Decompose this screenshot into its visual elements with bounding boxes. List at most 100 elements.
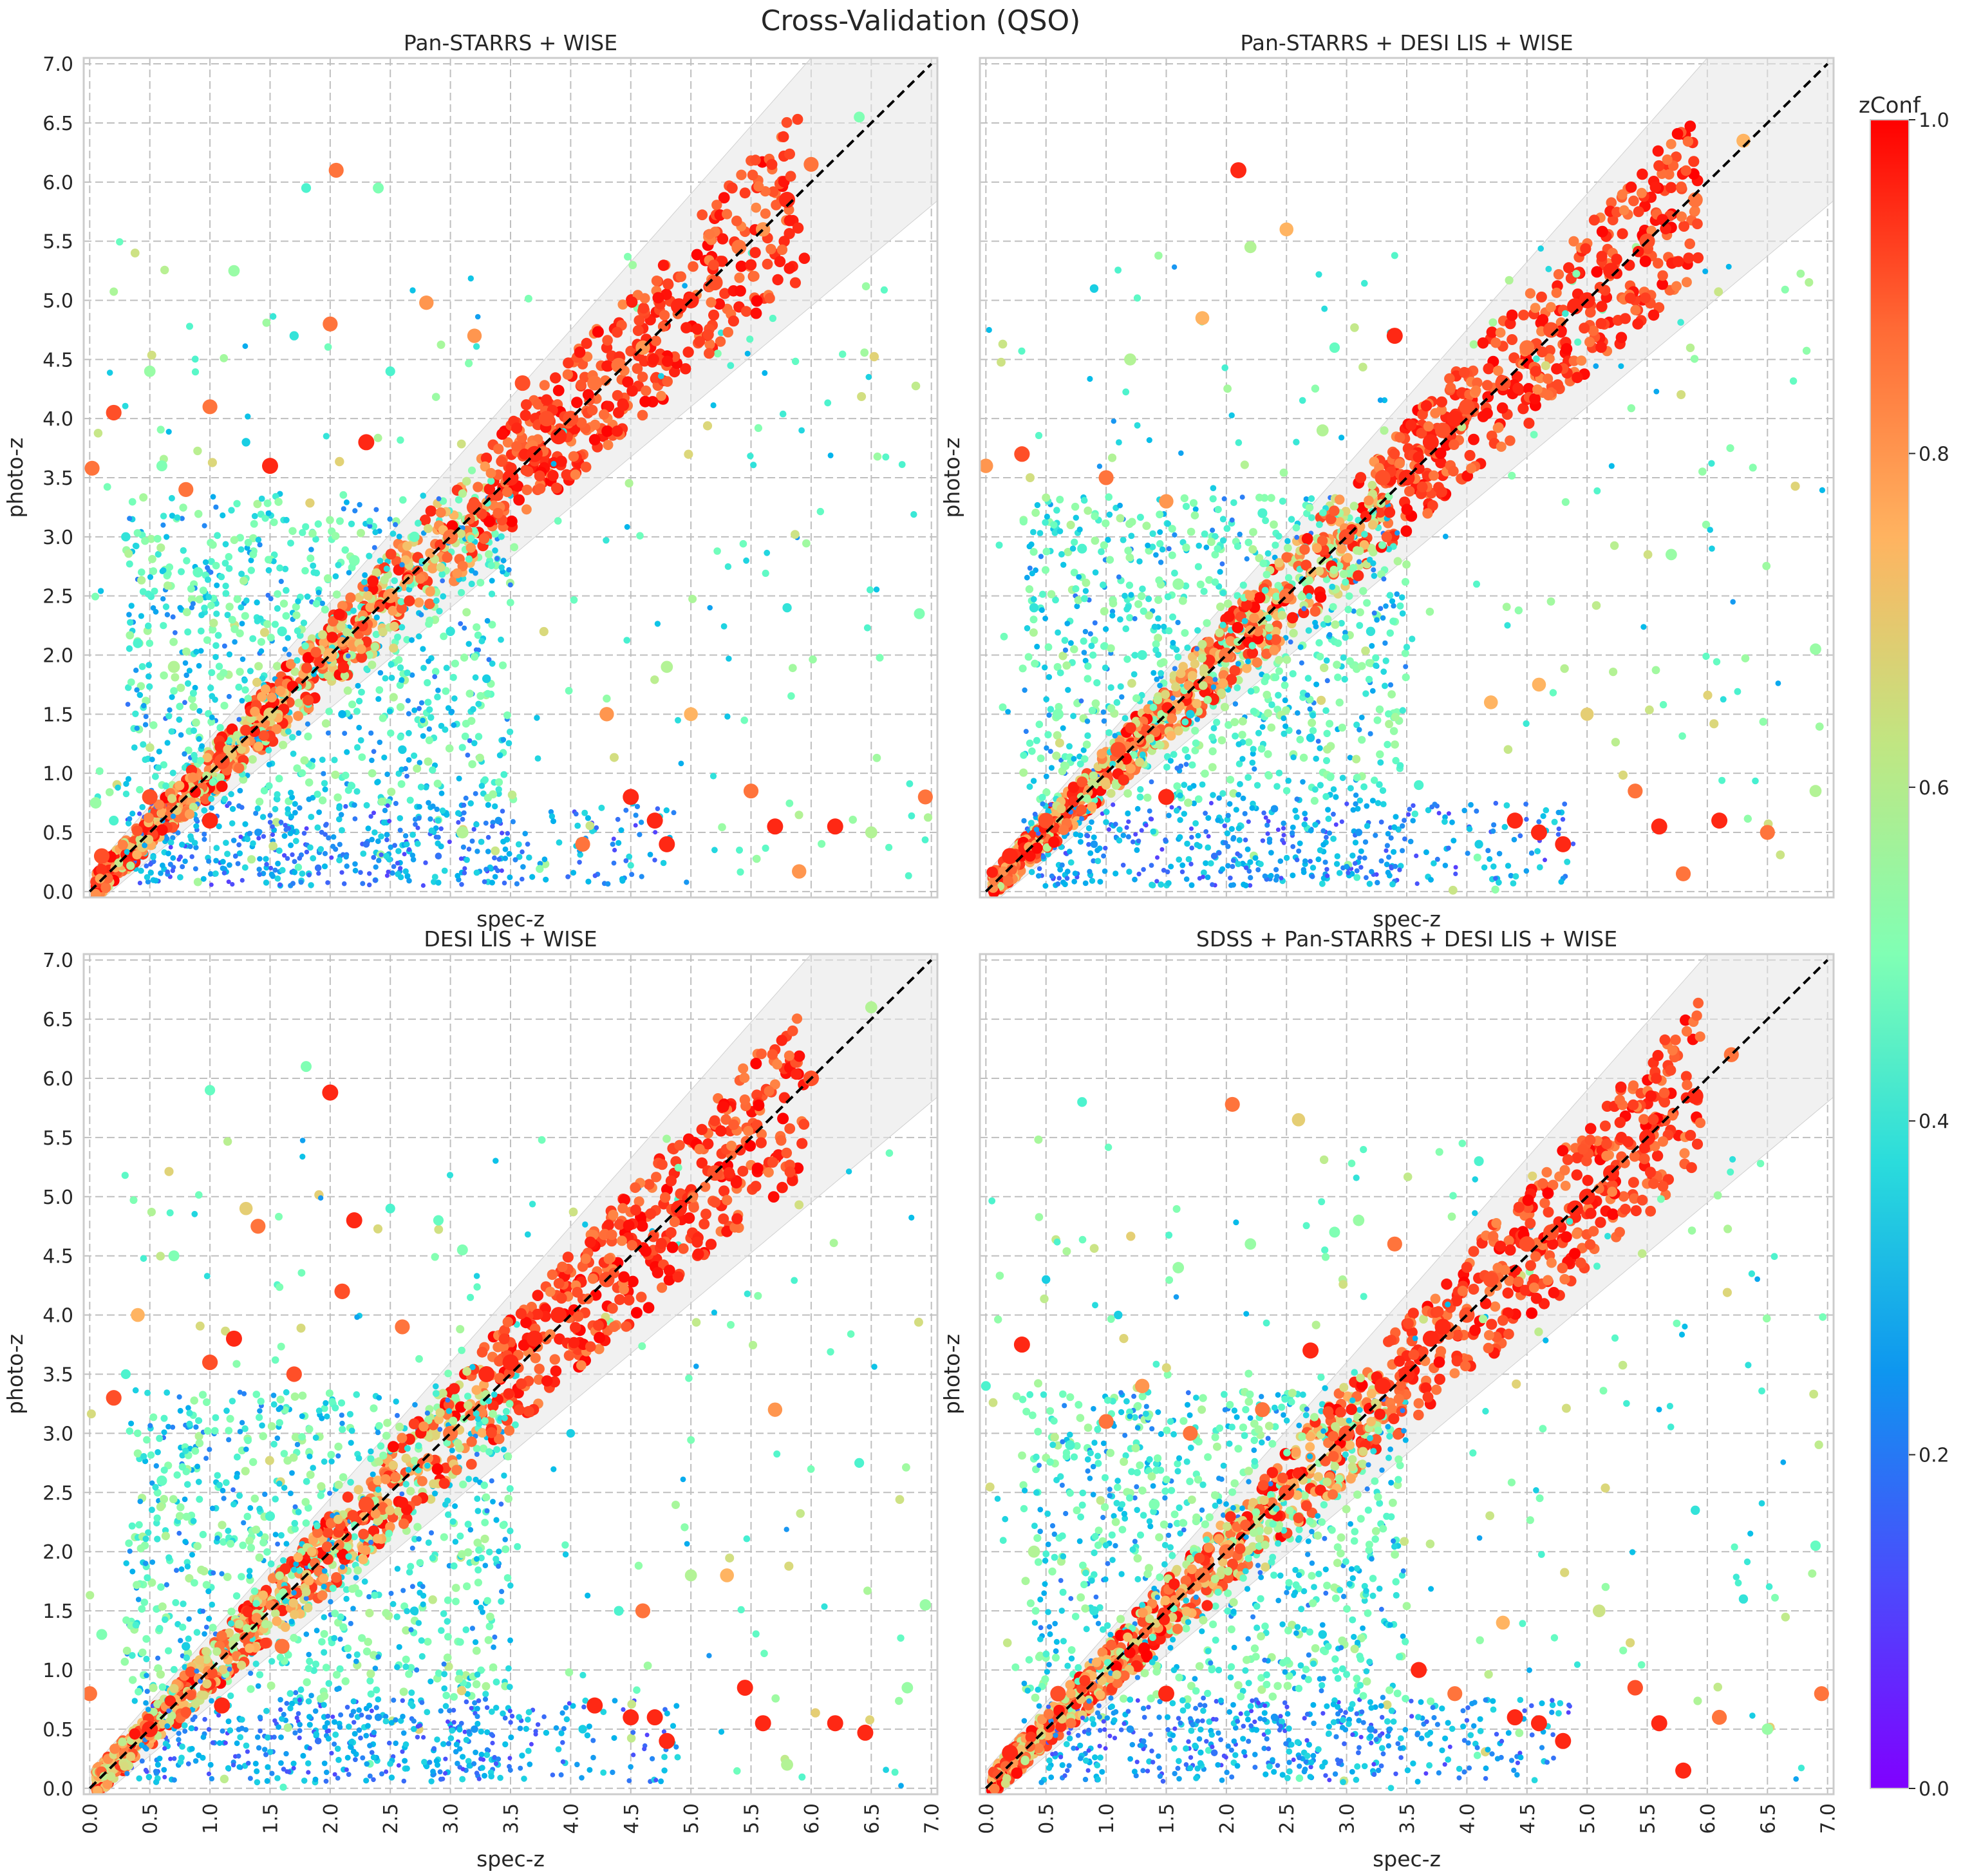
scatter-point bbox=[312, 599, 321, 608]
scatter-point bbox=[307, 844, 314, 851]
scatter-point bbox=[1043, 773, 1049, 780]
scatter-point bbox=[339, 827, 345, 834]
scatter-point bbox=[432, 674, 438, 679]
scatter-point bbox=[182, 751, 187, 757]
scatter-point bbox=[458, 621, 464, 626]
scatter-point bbox=[1335, 699, 1344, 707]
scatter-point bbox=[1040, 801, 1046, 807]
scatter-point bbox=[762, 370, 768, 376]
scatter-point bbox=[406, 877, 412, 884]
scatter-point bbox=[204, 576, 212, 583]
scatter-point bbox=[1133, 832, 1138, 837]
scatter-point bbox=[299, 529, 306, 536]
scatter-point bbox=[1171, 682, 1181, 691]
data-point bbox=[202, 812, 218, 829]
scatter-point bbox=[1125, 834, 1131, 840]
scatter-point bbox=[189, 702, 198, 711]
scatter-point bbox=[1356, 622, 1364, 629]
scatter-point bbox=[1417, 409, 1428, 420]
scatter-point bbox=[1238, 731, 1246, 739]
scatter-point bbox=[384, 873, 390, 878]
scatter-point bbox=[209, 714, 215, 720]
scatter-point bbox=[265, 782, 273, 790]
scatter-point bbox=[1468, 802, 1474, 808]
scatter-point bbox=[244, 695, 252, 703]
scatter-point bbox=[343, 803, 348, 809]
scatter-point bbox=[304, 849, 310, 855]
scatter-point bbox=[353, 788, 361, 795]
scatter-point bbox=[1367, 543, 1376, 553]
scatter-point bbox=[539, 626, 549, 637]
scatter-point bbox=[283, 516, 290, 523]
scatter-point bbox=[1320, 841, 1327, 848]
scatter-point bbox=[1707, 527, 1713, 533]
scatter-point bbox=[282, 646, 288, 652]
scatter-point bbox=[126, 631, 135, 640]
scatter-point bbox=[1376, 781, 1383, 788]
scatter-point bbox=[1725, 263, 1732, 270]
scatter-point bbox=[358, 870, 363, 875]
scatter-point bbox=[428, 827, 435, 834]
data-point bbox=[514, 375, 531, 391]
scatter-point bbox=[1364, 875, 1369, 881]
scatter-point bbox=[274, 498, 283, 506]
scatter-point bbox=[1819, 487, 1825, 494]
scatter-point bbox=[524, 294, 532, 303]
scatter-point bbox=[411, 707, 418, 713]
scatter-point bbox=[424, 757, 433, 766]
scatter-point bbox=[1270, 634, 1282, 645]
scatter-point bbox=[286, 652, 292, 657]
scatter-point bbox=[507, 874, 513, 881]
scatter-point bbox=[397, 815, 404, 821]
data-point bbox=[156, 460, 167, 472]
scatter-point bbox=[691, 323, 703, 335]
scatter-point bbox=[460, 653, 469, 662]
scatter-point bbox=[238, 834, 243, 840]
scatter-point bbox=[680, 363, 691, 375]
scatter-point bbox=[452, 568, 462, 579]
scatter-point bbox=[484, 867, 489, 872]
scatter-point bbox=[1517, 403, 1529, 415]
scatter-point bbox=[720, 623, 728, 630]
scatter-point bbox=[221, 870, 227, 876]
scatter-point bbox=[520, 876, 525, 882]
scatter-point bbox=[294, 863, 303, 871]
scatter-point bbox=[1308, 859, 1313, 864]
panel-1: Pan-STARRS + WISE0.00.51.01.52.02.53.03.… bbox=[3, 30, 939, 932]
data-point bbox=[659, 836, 675, 852]
scatter-point bbox=[1659, 700, 1667, 709]
scatter-point bbox=[1266, 840, 1273, 845]
scatter-point bbox=[1264, 614, 1272, 622]
scatter-point bbox=[395, 655, 403, 664]
scatter-point bbox=[652, 292, 664, 304]
scatter-point bbox=[563, 357, 574, 369]
scatter-point bbox=[1026, 783, 1033, 790]
scatter-point bbox=[1386, 629, 1394, 637]
scatter-point bbox=[1331, 620, 1340, 629]
scatter-point bbox=[404, 669, 411, 677]
scatter-point bbox=[424, 699, 432, 706]
scatter-point bbox=[1101, 718, 1107, 724]
scatter-point bbox=[155, 550, 162, 558]
scatter-point bbox=[634, 803, 641, 809]
scatter-point bbox=[1351, 608, 1357, 614]
scatter-point bbox=[141, 702, 147, 709]
scatter-point bbox=[290, 667, 299, 676]
scatter-point bbox=[1151, 623, 1158, 630]
scatter-point bbox=[404, 595, 415, 606]
scatter-point bbox=[336, 857, 343, 864]
scatter-point bbox=[727, 362, 735, 370]
scatter-point bbox=[1136, 871, 1141, 877]
scatter-point bbox=[1367, 731, 1373, 736]
scatter-point bbox=[1292, 523, 1301, 532]
scatter-point bbox=[1702, 520, 1711, 529]
scatter-point bbox=[1294, 857, 1300, 863]
scatter-point bbox=[1189, 845, 1194, 850]
scatter-point bbox=[1240, 460, 1249, 469]
scatter-point bbox=[585, 821, 595, 830]
scatter-point bbox=[461, 802, 467, 808]
scatter-point bbox=[1541, 361, 1550, 370]
scatter-point bbox=[1698, 467, 1707, 476]
scatter-point bbox=[1653, 258, 1664, 269]
scatter-point bbox=[427, 714, 435, 721]
